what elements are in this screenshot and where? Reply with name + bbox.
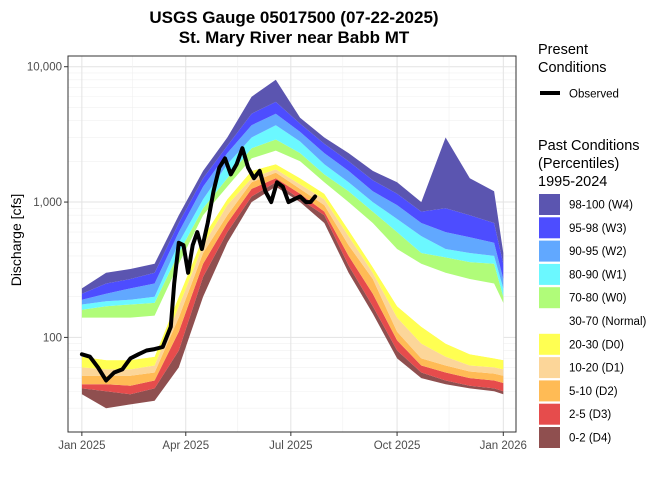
band-0-2-d4- <box>81 182 504 409</box>
legend-swatch-90-95-w2 <box>539 240 560 262</box>
legend-swatch-30-70-normal <box>539 310 560 332</box>
legend-observed-label: Observed <box>569 89 619 101</box>
y-tick-label: 10,000 <box>27 62 62 74</box>
legend-swatch-80-90-w1 <box>539 263 560 285</box>
observed-series-line <box>79 146 318 383</box>
plot-border <box>67 55 517 433</box>
legend-title-line: Present <box>538 42 588 58</box>
legend-swatch-98-100-w4 <box>539 194 560 215</box>
legend: Present Conditions Observed Past Conditio… <box>538 42 646 448</box>
x-tick-label: Apr 2025 <box>162 440 209 452</box>
legend-title-line: (Percentiles) <box>538 156 619 172</box>
x-tick-label: Jan 2025 <box>58 440 105 452</box>
plot-area <box>67 55 517 433</box>
legend-label-30-70-normal: 30-70 (Normal) <box>569 316 646 328</box>
legend-title-line: 1995-2024 <box>538 174 607 190</box>
x-axis: Jan 2025 Apr 2025 Jul 2025 Oct 2025 Jan 2026 <box>58 432 527 452</box>
legend-label-80-90-w1: 80-90 (W1) <box>569 269 627 281</box>
band-30-70-normal- <box>81 150 504 361</box>
legend-title-line: Past Conditions <box>538 138 640 154</box>
legend-label-95-98-w3: 95-98 (W3) <box>569 223 627 235</box>
chart-title: USGS Gauge 05017500 (07-22-2025) <box>149 8 438 27</box>
band-20-30-d0- <box>81 164 504 370</box>
legend-title-line: Conditions <box>538 60 607 76</box>
legend-past-title: Past Conditions (Percentiles) 1995-2024 <box>538 138 640 190</box>
chart-subtitle: St. Mary River near Babb MT <box>179 28 410 47</box>
legend-swatch-2-5-d3 <box>539 403 560 425</box>
legend-label-10-20-d1: 10-20 (D1) <box>569 363 624 375</box>
legend-label-20-30-d0: 20-30 (D0) <box>569 339 624 351</box>
x-tick-label: Oct 2025 <box>374 440 421 452</box>
y-tick-label: 1,000 <box>33 197 62 209</box>
y-axis: 100 1,000 10,000 <box>27 62 68 344</box>
legend-swatch-70-80-w0 <box>539 287 560 309</box>
legend-swatch-20-30-d0 <box>539 333 560 355</box>
y-axis-title: Discharge [cfs] <box>8 194 24 287</box>
legend-label-90-95-w2: 90-95 (W2) <box>569 246 627 258</box>
legend-swatch-95-98-w3 <box>539 217 560 239</box>
legend-label-70-80-w0: 70-80 (W0) <box>569 293 627 305</box>
legend-swatch-5-10-d2 <box>539 380 560 402</box>
legend-swatch-0-2-d4 <box>539 427 560 448</box>
y-tick-label: 100 <box>43 332 62 344</box>
legend-label-98-100-w4: 98-100 (W4) <box>569 200 633 212</box>
band-10-20-d1- <box>81 169 504 376</box>
legend-label-0-2-d4: 0-2 (D4) <box>569 433 611 445</box>
x-tick-label: Jan 2026 <box>480 440 527 452</box>
legend-present-title: Present Conditions <box>538 42 607 76</box>
legend-swatch-10-20-d1 <box>539 357 560 379</box>
percentile-bands <box>81 79 504 409</box>
legend-label-2-5-d3: 2-5 (D3) <box>569 409 611 421</box>
legend-bands: 98-100 (W4) 95-98 (W3) 90-95 (W2) 80-90 (W1… <box>539 194 646 448</box>
band-98-100-w4- <box>81 79 504 294</box>
x-tick-label: Jul 2025 <box>269 440 312 452</box>
legend-label-5-10-d2: 5-10 (D2) <box>569 386 618 398</box>
